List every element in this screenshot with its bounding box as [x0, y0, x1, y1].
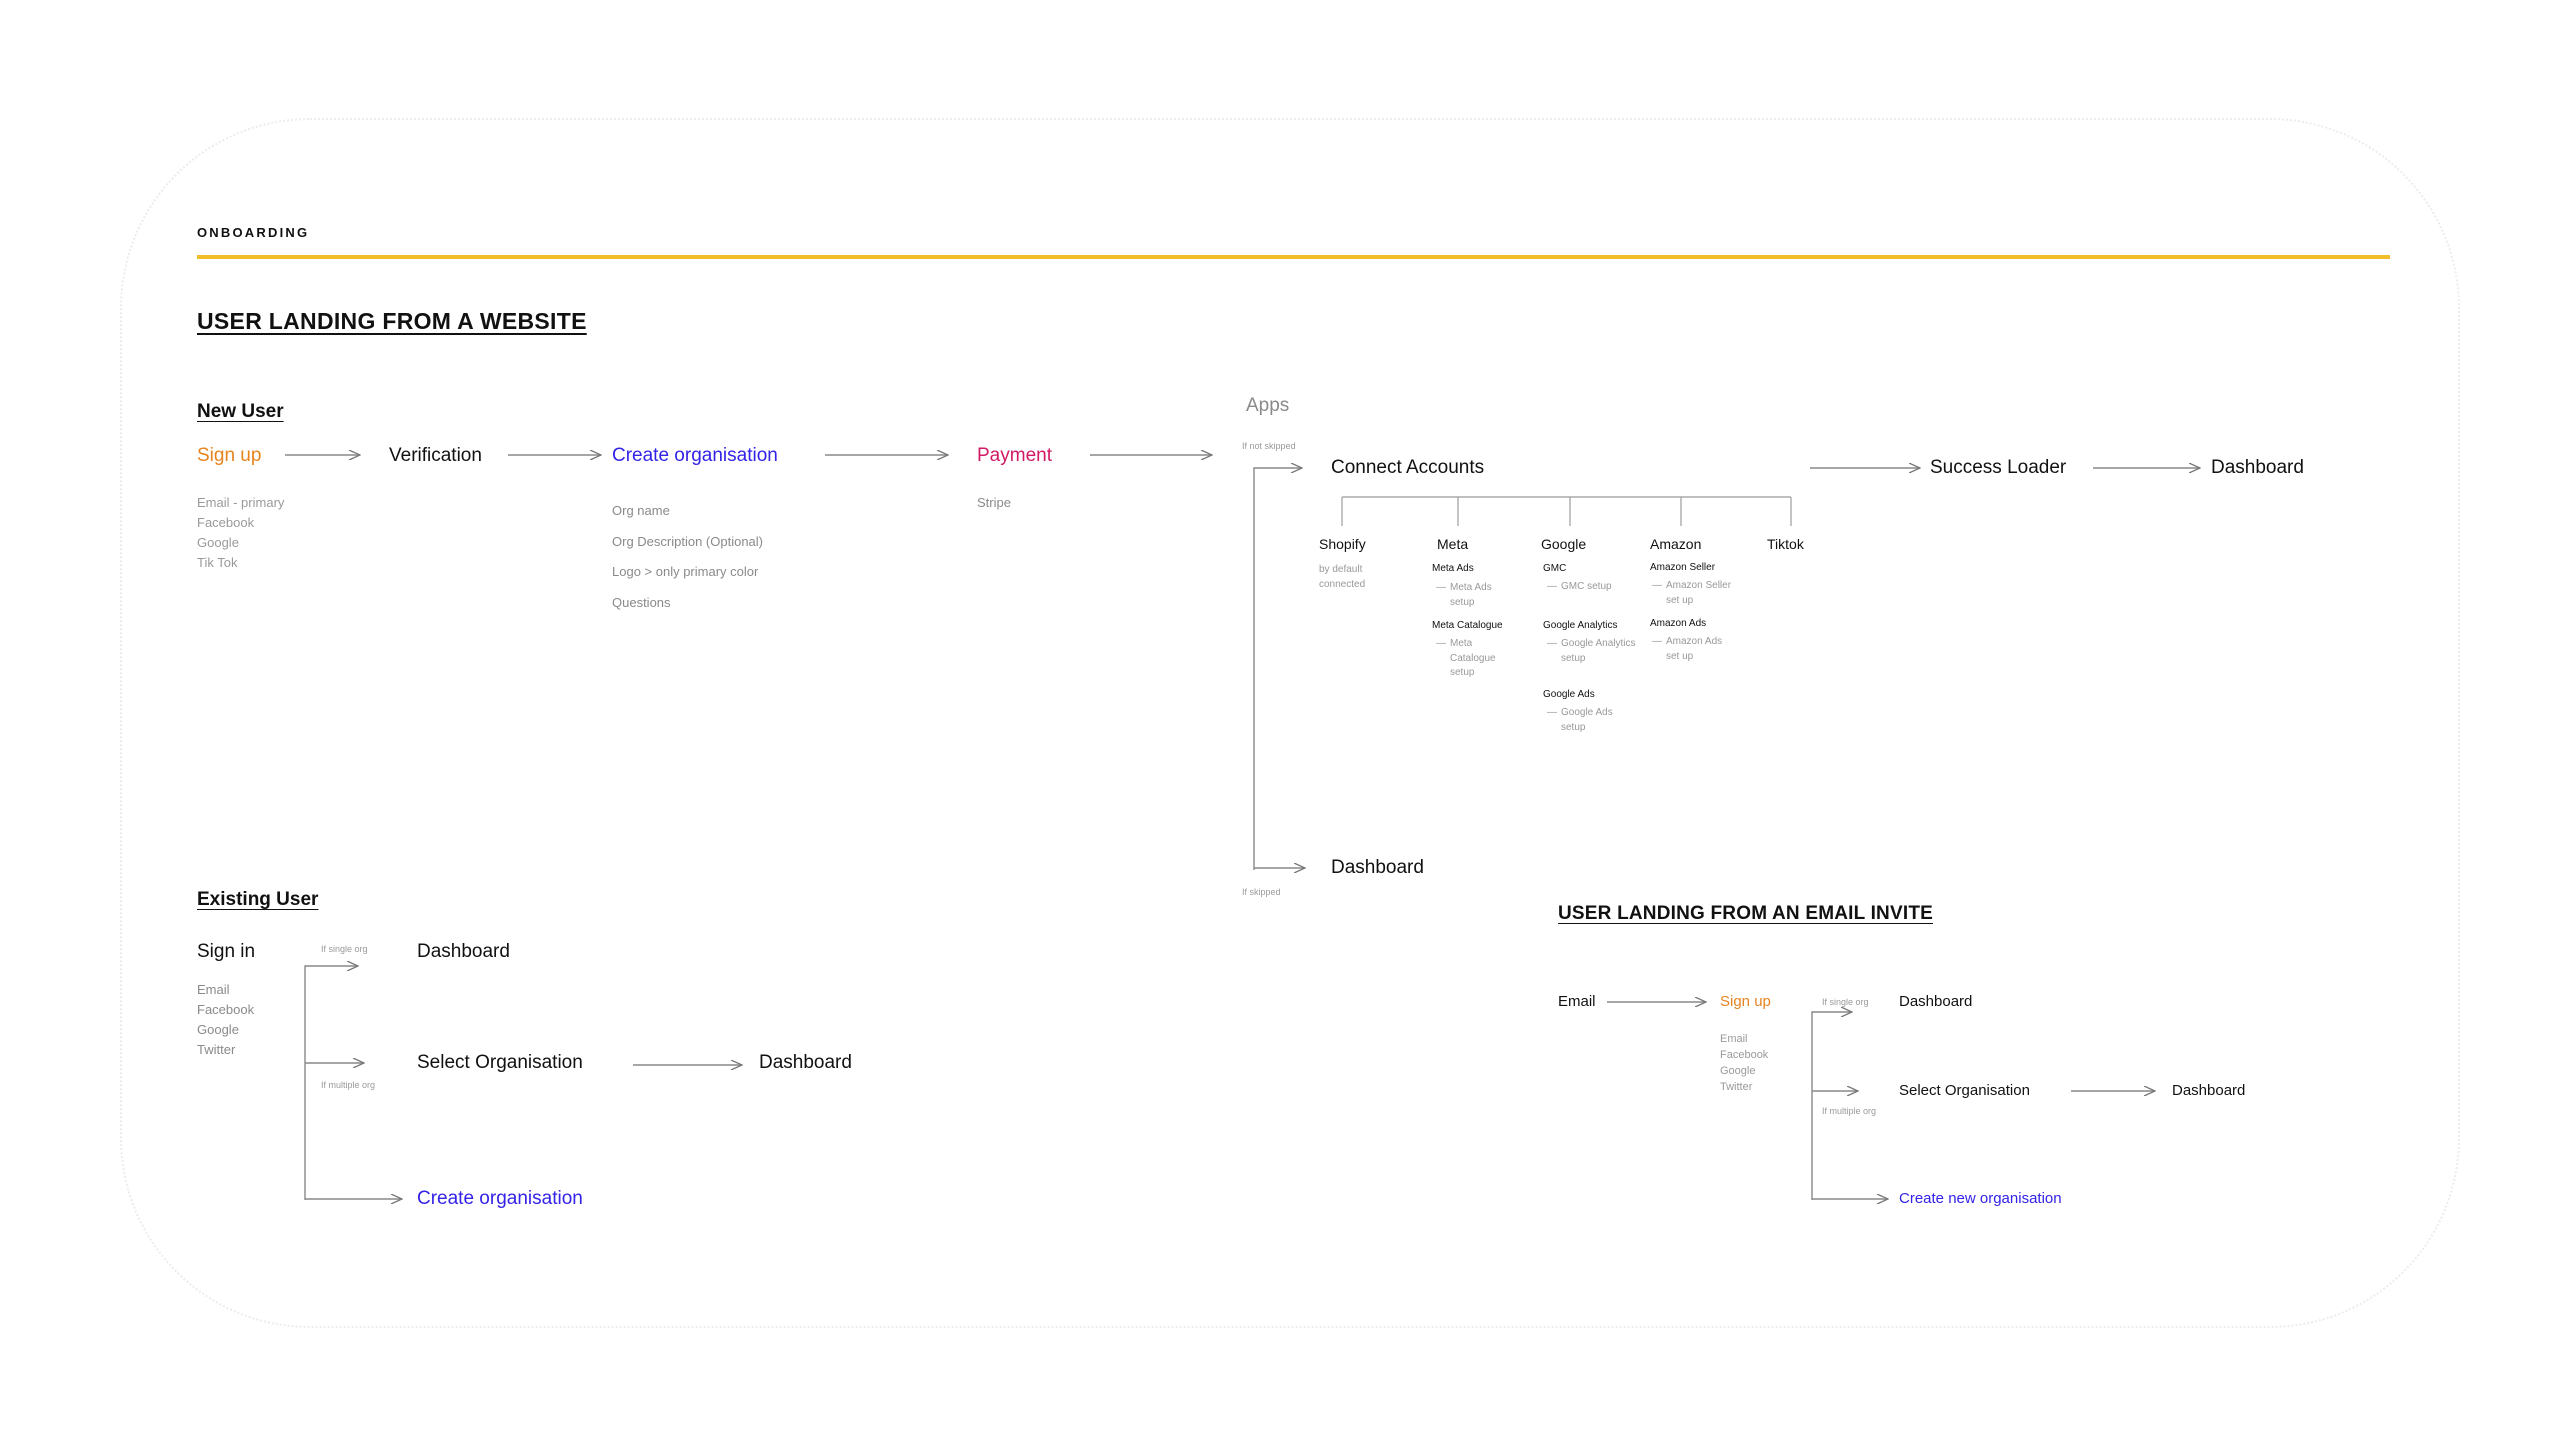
email-invite-heading: USER LANDING FROM AN EMAIL INVITE — [1558, 903, 1933, 924]
branch-invite-single — [1811, 1012, 1852, 1200]
analytics-dash: — — [1547, 638, 1557, 649]
list-item: Facebook — [1720, 1049, 1769, 1061]
if-single-org-label: If single org — [321, 944, 368, 954]
app-tiktok: Tiktok — [1767, 536, 1804, 552]
new-user-label: New User — [197, 401, 284, 422]
meta-ads-dash: — — [1436, 582, 1446, 593]
invite-email-step: Email — [1558, 993, 1596, 1010]
verification-step: Verification — [389, 445, 482, 466]
list-item: Email - primary — [197, 495, 285, 510]
gmc-dash: — — [1547, 581, 1557, 592]
google-ads: Google Ads — [1543, 689, 1595, 700]
existing-user-label: Existing User — [197, 889, 319, 910]
branch-apps-not-skipped — [1253, 468, 1302, 870]
amazon-seller-setup: Amazon Seller set up — [1666, 580, 1732, 606]
list-item: Org name — [612, 503, 670, 518]
list-item: Org Description (Optional) — [612, 533, 763, 549]
meta-catalogue-dash: — — [1436, 638, 1446, 649]
app-shopify: Shopify — [1319, 536, 1366, 552]
amazon-seller: Amazon Seller — [1650, 562, 1716, 573]
list-item: Google — [197, 535, 239, 550]
google-analytics: Google Analytics — [1543, 620, 1618, 631]
list-item: Email — [197, 982, 230, 997]
if-skipped-label: If skipped — [1242, 887, 1281, 897]
invite-select-org-step: Select Organisation — [1899, 1082, 2030, 1099]
amazon-ads-setup: Amazon Ads set up — [1666, 636, 1723, 662]
dashboard-skipped-step: Dashboard — [1331, 857, 1424, 878]
meta-catalogue-setup: Meta Catalogue setup — [1450, 638, 1496, 678]
list-item: Twitter — [197, 1042, 236, 1057]
create-org-existing: Create organisation — [417, 1188, 583, 1209]
meta-ads: Meta Ads — [1432, 563, 1474, 574]
app-google: Google — [1541, 536, 1587, 552]
list-item: Twitter — [1720, 1081, 1753, 1093]
google-ads-setup: Google Ads setup — [1561, 707, 1613, 733]
meta-ads-setup: Meta Ads setup — [1450, 582, 1492, 608]
invite-if-multiple-org: If multiple org — [1822, 1106, 1877, 1116]
app-meta: Meta — [1437, 536, 1469, 552]
invite-dashboard-multi: Dashboard — [2172, 1082, 2246, 1099]
if-multiple-org-label: If multiple org — [321, 1080, 376, 1090]
list-item: Google — [197, 1022, 239, 1037]
list-item: Logo > only primary color — [612, 564, 759, 579]
app-amazon: Amazon — [1650, 536, 1702, 552]
invite-if-single-org: If single org — [1822, 997, 1869, 1007]
website-heading: USER LANDING FROM A WEBSITE — [197, 308, 587, 334]
list-item: Email — [1720, 1033, 1748, 1045]
list-item: Tik Tok — [197, 555, 238, 570]
list-item: Facebook — [197, 1002, 255, 1017]
amazon-ads: Amazon Ads — [1650, 618, 1707, 629]
list-item: Questions — [612, 594, 671, 610]
shopify-note: by default connected — [1319, 564, 1366, 590]
amazon-seller-dash: — — [1652, 580, 1662, 591]
connect-accounts-step: Connect Accounts — [1331, 457, 1485, 478]
create-org-fields: Org name Org Description (Optional) Logo… — [612, 496, 763, 618]
amazon-ads-dash: — — [1652, 636, 1662, 647]
signup-step: Sign up — [197, 445, 262, 466]
dashboard-final-step: Dashboard — [2211, 457, 2304, 478]
invite-create-new-org: Create new organisation — [1899, 1190, 2062, 1207]
analytics-setup: Google Analytics setup — [1561, 638, 1636, 664]
google-gmc: GMC — [1543, 563, 1567, 574]
section-divider — [197, 255, 2390, 259]
success-loader-step: Success Loader — [1930, 457, 2067, 478]
signin-methods: Email Facebook Google Twitter — [197, 983, 254, 1063]
google-ads-dash: — — [1547, 707, 1557, 718]
payment-provider: Stripe — [977, 495, 1011, 510]
invite-signup-step: Sign up — [1720, 993, 1771, 1010]
invite-dashboard-single: Dashboard — [1899, 993, 1973, 1010]
dashboard-single-org: Dashboard — [417, 941, 510, 962]
board-frame — [120, 118, 2460, 1328]
list-item: Google — [1720, 1065, 1756, 1077]
invite-signup-methods: Email Facebook Google Twitter — [1720, 1034, 1768, 1098]
dashboard-multi-org: Dashboard — [759, 1052, 852, 1073]
signup-methods: Email - primary Facebook Google Tik Tok — [197, 496, 284, 576]
select-org-step: Select Organisation — [417, 1052, 583, 1073]
create-org-step: Create organisation — [612, 445, 778, 466]
list-item: Facebook — [197, 515, 255, 530]
meta-catalogue: Meta Catalogue — [1432, 620, 1503, 631]
branch-existing-single — [304, 966, 358, 1200]
section-label: ONBOARDING — [197, 225, 310, 240]
signin-step: Sign in — [197, 941, 256, 962]
gmc-setup: GMC setup — [1561, 581, 1612, 592]
if-not-skipped-label: If not skipped — [1242, 441, 1296, 451]
apps-title: Apps — [1246, 395, 1290, 416]
payment-step: Payment — [977, 445, 1052, 466]
